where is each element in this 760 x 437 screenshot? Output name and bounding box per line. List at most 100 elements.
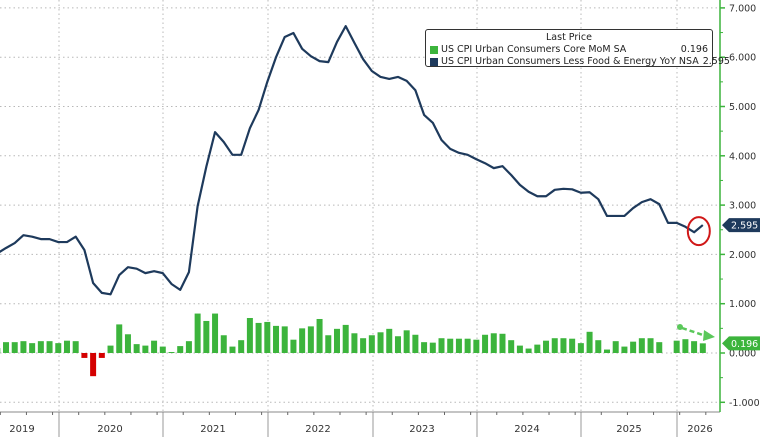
legend-title: Last Price <box>546 32 592 43</box>
last-value-tag-mom: 0.196 <box>731 339 758 350</box>
y-tick-label: 2.000 <box>729 250 756 261</box>
x-tick-label: 2020 <box>97 424 122 435</box>
bar-core-mom <box>464 338 471 353</box>
bar-core-mom <box>621 346 628 353</box>
y-tick-label: 4.000 <box>729 151 756 162</box>
bar-core-mom <box>595 340 602 353</box>
bar-core-mom <box>116 324 123 353</box>
bar-core-mom <box>551 338 558 353</box>
bar-core-mom <box>569 338 576 353</box>
bar-core-mom <box>534 344 541 353</box>
bar-core-mom <box>647 338 654 353</box>
bar-core-mom <box>351 333 358 353</box>
bar-core-mom <box>3 342 10 353</box>
bar-core-mom <box>543 340 550 353</box>
bar-core-mom <box>429 342 436 353</box>
legend-entry-core-mom: US CPI Urban Consumers Core MoM SA 0.196 <box>430 44 708 56</box>
bar-core-mom <box>490 333 497 353</box>
bar-core-mom <box>98 353 105 358</box>
bar-core-mom <box>72 341 79 353</box>
bar-core-mom <box>20 341 27 353</box>
last-value-tag-yoy-bg <box>722 218 760 233</box>
bar-core-mom <box>299 328 306 353</box>
y-tick-label: 1.000 <box>729 299 756 310</box>
bar-core-mom <box>151 340 158 353</box>
bar-core-mom <box>107 345 114 353</box>
annotation-green-dashed-arrow <box>681 326 707 338</box>
legend-value: 0.196 <box>680 44 708 55</box>
bar-core-mom <box>447 338 454 353</box>
bar-core-mom <box>212 313 219 353</box>
bar-core-mom <box>482 334 489 353</box>
bar-core-mom <box>203 320 210 353</box>
bar-core-mom <box>368 335 375 353</box>
legend-value: 2.595 <box>702 56 730 67</box>
last-value-tag-mom-bg <box>722 336 760 351</box>
bar-core-mom <box>577 343 584 353</box>
bar-core-mom <box>586 331 593 353</box>
legend-swatch-navy <box>430 58 438 66</box>
bar-core-mom <box>673 340 680 353</box>
bar-core-mom <box>246 317 253 353</box>
bar-core-mom <box>11 342 18 353</box>
bar-core-mom <box>185 341 192 353</box>
y-tick-label: 7.000 <box>729 3 756 14</box>
bar-core-mom <box>638 338 645 353</box>
bar-core-mom <box>194 313 201 353</box>
y-tick-label: 5.000 <box>729 102 756 113</box>
x-tick-label: 2021 <box>200 424 225 435</box>
y-tick-label: 0.000 <box>729 349 756 360</box>
bar-core-mom <box>630 341 637 353</box>
bar-core-mom <box>377 332 384 353</box>
bar-core-mom <box>290 339 297 353</box>
bar-core-mom <box>325 335 332 353</box>
annotation-red-circle <box>686 216 711 247</box>
bar-core-mom <box>81 353 88 358</box>
bar-core-mom <box>46 341 53 353</box>
bar-core-mom <box>438 338 445 353</box>
bar-core-mom <box>90 353 97 377</box>
bar-core-mom <box>525 348 532 353</box>
annotation-arrow-start <box>677 324 683 330</box>
x-tick-label: 2024 <box>514 424 539 435</box>
x-tick-label: 2026 <box>687 424 712 435</box>
y-tick-label: 6.000 <box>729 53 756 64</box>
bar-core-mom <box>255 322 262 353</box>
bar-core-mom <box>421 342 428 353</box>
x-tick-label: 2023 <box>409 424 434 435</box>
bar-core-mom <box>333 328 340 353</box>
bar-core-mom <box>55 343 62 353</box>
legend-entry-core-yoy: US CPI Urban Consumers Less Food & Energ… <box>430 56 730 68</box>
x-tick-label: 2025 <box>616 424 641 435</box>
bar-core-mom <box>656 342 663 353</box>
legend-swatch-green <box>430 46 438 54</box>
bar-core-mom <box>604 349 610 353</box>
bar-core-mom <box>229 346 236 353</box>
bar-core-mom <box>238 340 245 353</box>
bar-core-mom <box>273 325 280 353</box>
bar-core-mom <box>316 318 323 353</box>
bar-core-mom <box>386 328 393 353</box>
bar-core-mom <box>307 326 314 353</box>
bar-core-mom <box>342 324 349 353</box>
bar-core-mom <box>682 339 689 353</box>
bar-core-mom <box>508 340 515 353</box>
line-core-yoy <box>0 25 704 296</box>
bar-core-mom <box>63 340 70 353</box>
y-tick-label: -1.000 <box>729 398 760 409</box>
bar-core-mom <box>281 326 288 353</box>
bar-core-mom <box>177 346 184 353</box>
bar-core-mom <box>560 338 567 353</box>
bar-core-mom <box>612 341 619 353</box>
bar-core-mom <box>168 352 175 354</box>
bar-core-mom <box>37 341 44 353</box>
bar-core-mom <box>264 321 271 353</box>
legend-label: US CPI Urban Consumers Core MoM SA <box>441 44 627 55</box>
bar-core-mom <box>412 334 419 353</box>
bar-core-mom <box>159 346 166 353</box>
bar-core-mom <box>394 336 401 353</box>
bar-core-mom <box>516 345 523 353</box>
bar-core-mom <box>220 335 227 353</box>
bar-core-mom <box>455 338 462 353</box>
